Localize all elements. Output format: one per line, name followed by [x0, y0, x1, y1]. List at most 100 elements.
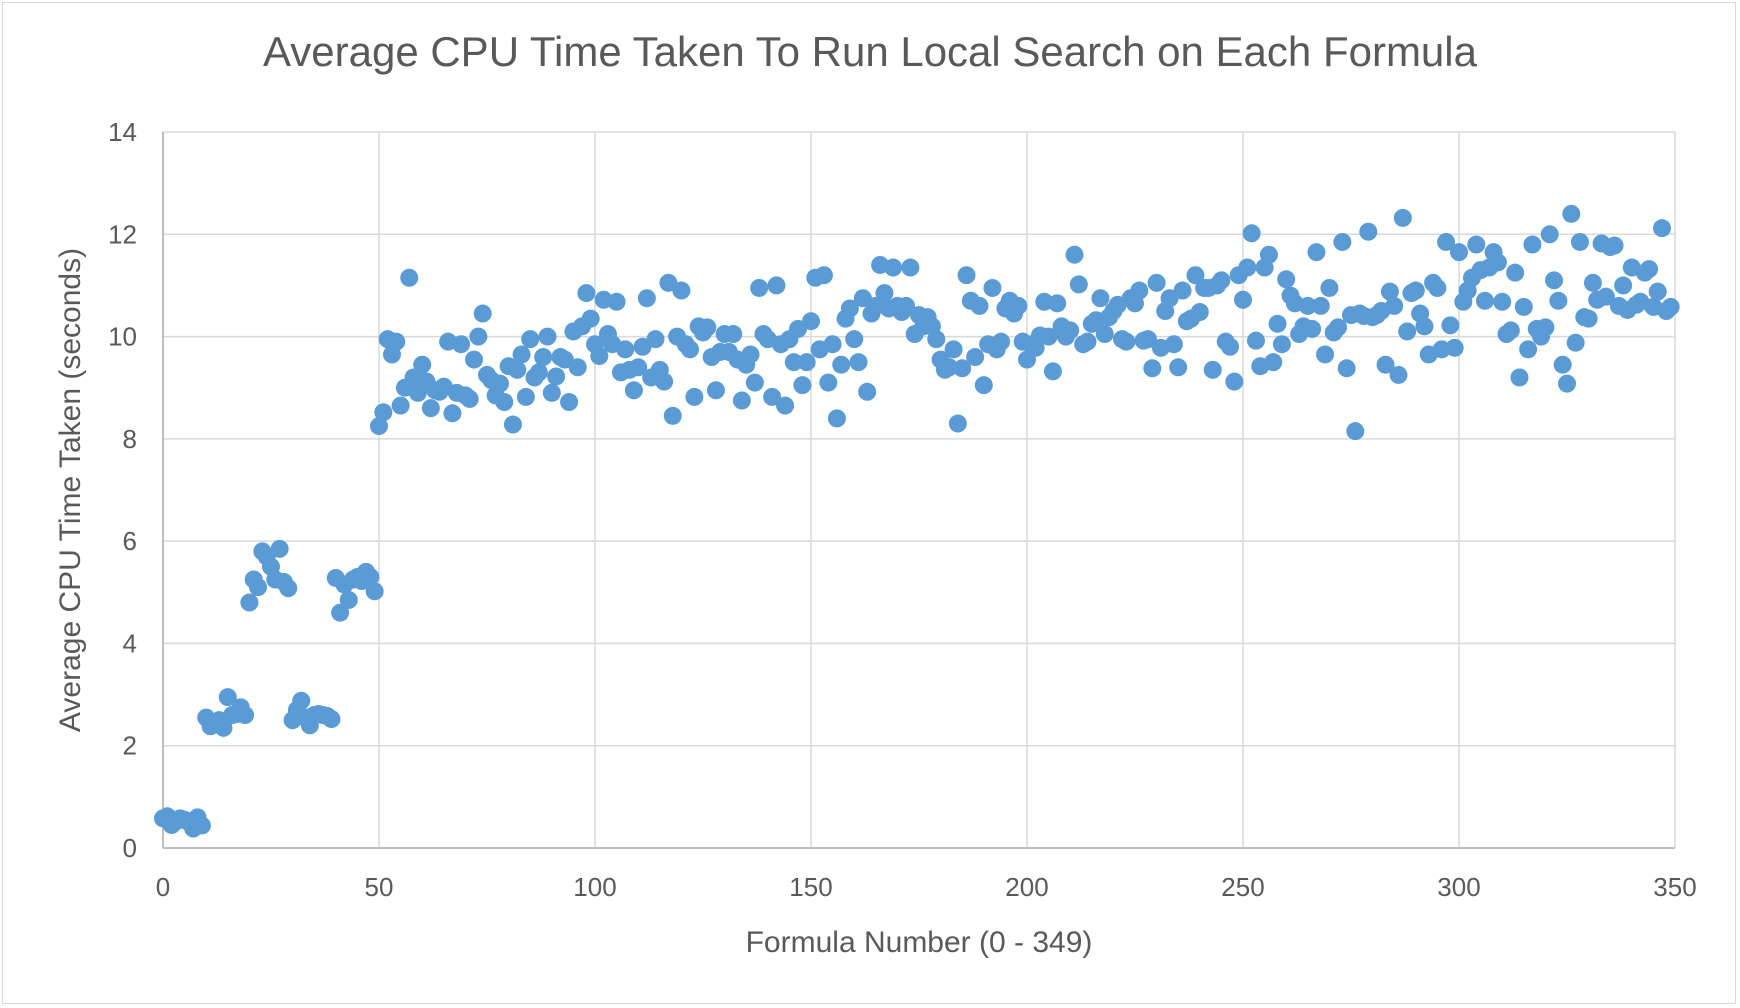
data-point [745, 373, 764, 392]
data-point [655, 372, 674, 391]
data-point [948, 414, 967, 433]
x-tick-label: 100 [573, 872, 616, 902]
data-point [577, 284, 596, 303]
data-point [1316, 345, 1335, 364]
data-point [1523, 235, 1542, 254]
data-point [1212, 271, 1231, 290]
data-point [1545, 271, 1564, 290]
data-point [802, 312, 820, 331]
x-tick-label: 200 [1005, 872, 1048, 902]
data-point [1298, 296, 1317, 315]
data-point [1614, 276, 1633, 295]
data-point [1169, 358, 1188, 377]
data-point [685, 387, 704, 406]
data-point [236, 706, 255, 725]
data-point [1648, 282, 1667, 301]
data-point [1441, 316, 1460, 335]
data-point [1596, 287, 1615, 306]
data-point [443, 404, 462, 423]
data-point [732, 391, 751, 410]
data-point [1277, 270, 1296, 289]
data-point [953, 359, 972, 378]
data-point [776, 396, 795, 415]
data-point [1173, 281, 1192, 300]
data-point [1376, 355, 1395, 374]
data-point [1406, 281, 1425, 300]
data-point [387, 332, 406, 351]
data-point [1510, 368, 1529, 387]
data-point [391, 396, 410, 415]
data-point [974, 376, 993, 395]
data-point [1393, 208, 1412, 227]
data-point [560, 393, 579, 412]
data-point [884, 258, 903, 277]
data-point [1415, 317, 1434, 336]
data-point [1268, 314, 1287, 333]
data-point [568, 358, 587, 377]
data-point [845, 330, 864, 349]
axes [162, 132, 1675, 849]
data-point [1039, 327, 1058, 346]
data-point [503, 415, 522, 434]
data-point [1337, 359, 1356, 378]
data-point [1536, 318, 1555, 337]
data-point [992, 332, 1011, 351]
data-point [875, 284, 894, 303]
data-point [1065, 245, 1084, 264]
data-point [750, 278, 769, 297]
data-point [469, 327, 488, 346]
data-point [629, 358, 648, 377]
data-point [1264, 353, 1283, 372]
y-tick-label: 10 [108, 322, 137, 352]
data-point [672, 281, 691, 300]
data-point [512, 345, 531, 364]
data-point [1380, 282, 1399, 301]
data-point [1475, 291, 1494, 310]
data-point [1493, 292, 1512, 311]
data-point [534, 348, 553, 367]
x-tick-label: 300 [1437, 872, 1480, 902]
data-point [218, 688, 237, 707]
data-point [793, 376, 812, 395]
data-point [940, 358, 959, 377]
data-point [663, 406, 682, 425]
x-tick-label: 150 [789, 872, 832, 902]
data-point [421, 399, 440, 418]
data-point [516, 387, 535, 406]
data-point [1303, 319, 1322, 338]
data-point [819, 373, 838, 392]
data-point [508, 360, 527, 379]
chart-title: Average CPU Time Taken To Run Local Sear… [263, 28, 1477, 75]
data-point [1519, 340, 1538, 359]
data-point [832, 355, 851, 374]
data-point [767, 276, 786, 295]
data-point [784, 353, 803, 372]
data-point [1428, 278, 1447, 297]
data-point [1398, 322, 1417, 341]
data-point [1385, 296, 1404, 315]
data-point [1048, 294, 1067, 313]
data-point [1225, 372, 1244, 391]
y-axis-title: Average CPU Time Taken (seconds) [54, 248, 87, 732]
data-point [1333, 232, 1352, 251]
data-point [1272, 335, 1291, 354]
y-tick-label: 12 [108, 219, 137, 249]
data-point [1078, 332, 1097, 351]
data-point [840, 299, 859, 318]
data-point [1329, 318, 1348, 337]
data-point [370, 417, 388, 436]
x-axis-title: Formula Number (0 - 349) [746, 926, 1093, 959]
data-point [927, 330, 946, 349]
data-point [624, 381, 643, 400]
data-point [1566, 333, 1585, 352]
data-point [1238, 258, 1257, 277]
data-point [521, 330, 540, 349]
data-point [970, 296, 989, 315]
data-point [214, 718, 233, 737]
data-point [1640, 260, 1659, 279]
x-tick-label: 0 [156, 872, 170, 902]
data-point [1506, 263, 1525, 282]
y-tick-label: 14 [108, 117, 137, 147]
